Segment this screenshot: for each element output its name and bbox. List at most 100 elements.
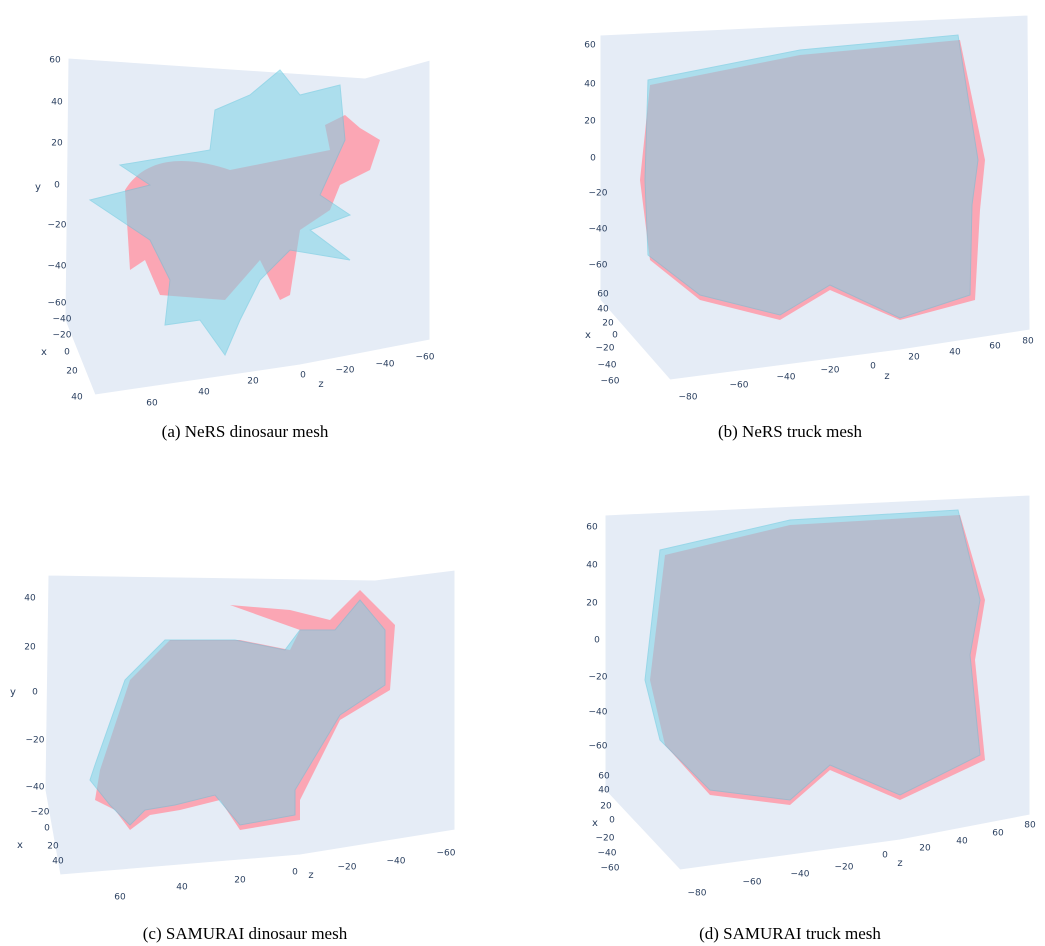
x-tick-label: −40 — [598, 849, 617, 859]
y-tick-label: −40 — [26, 783, 45, 793]
x-tick-label: 0 — [64, 348, 70, 358]
x-tick-label: 0 — [612, 331, 618, 341]
mesh-reconstruction — [645, 35, 978, 318]
z-tick-label: 80 — [1022, 337, 1034, 347]
x-tick-label: −20 — [53, 331, 72, 341]
z-tick-label: −80 — [688, 889, 707, 899]
axis-label: x — [585, 330, 591, 341]
axis-label: x — [592, 818, 598, 829]
z-tick-label: −20 — [338, 863, 357, 873]
y-tick-label: 20 — [584, 117, 596, 127]
y-tick-label: 20 — [586, 599, 598, 609]
y-tick-label: 0 — [590, 154, 596, 164]
y-tick-label: −60 — [589, 261, 608, 271]
x-tick-label: 0 — [609, 816, 615, 826]
y-tick-label: −60 — [589, 742, 608, 752]
axis-label: x — [17, 840, 23, 851]
x-tick-label: −20 — [596, 344, 615, 354]
y-tick-label: −40 — [589, 708, 608, 718]
z-tick-label: 20 — [234, 876, 246, 886]
z-tick-label: −60 — [416, 353, 435, 363]
x-tick-label: 60 — [598, 772, 610, 782]
z-tick-label: −20 — [821, 366, 840, 376]
y-tick-label: 60 — [584, 41, 596, 51]
x-tick-label: 0 — [44, 824, 50, 834]
z-tick-label: 0 — [882, 851, 888, 861]
page: (a) NeRS dinosaur mesh y x z 60 40 20 0 −20 −40 −6… — [0, 0, 1045, 946]
y-tick-label: 20 — [51, 139, 63, 149]
z-tick-label: 40 — [176, 883, 188, 893]
x-tick-label: −40 — [53, 315, 72, 325]
z-tick-label: 40 — [198, 388, 210, 398]
z-tick-label: −20 — [835, 863, 854, 873]
z-tick-label: 20 — [908, 353, 920, 363]
caption: (b) NeRS truck mesh — [718, 422, 863, 441]
z-tick-label: 60 — [992, 829, 1004, 839]
x-tick-label: 20 — [47, 842, 59, 852]
y-tick-label: 60 — [49, 56, 61, 66]
z-tick-label: −40 — [777, 373, 796, 383]
y-tick-label: −40 — [48, 262, 67, 272]
y-tick-label: 40 — [24, 594, 36, 604]
caption: (d) SAMURAI truck mesh — [699, 924, 881, 943]
z-tick-label: 80 — [1024, 821, 1036, 831]
x-tick-label: −20 — [596, 834, 615, 844]
z-tick-label: −80 — [679, 393, 698, 403]
caption: (a) NeRS dinosaur mesh — [162, 422, 329, 441]
plot-c — [45, 570, 455, 875]
y-tick-label: 0 — [594, 636, 600, 646]
plot-d — [605, 495, 1030, 870]
x-tick-label: 60 — [597, 290, 609, 300]
axis-label: y — [35, 182, 41, 193]
x-tick-label: −20 — [31, 808, 50, 818]
axis-label: x — [41, 347, 47, 358]
x-tick-label: 20 — [602, 319, 614, 329]
x-tick-label: −60 — [601, 864, 620, 874]
axis-label: z — [308, 870, 313, 881]
y-tick-label: 40 — [51, 98, 63, 108]
axis-label: z — [897, 858, 902, 869]
x-tick-label: −40 — [598, 361, 617, 371]
mesh-reconstruction — [645, 510, 980, 800]
z-tick-label: 0 — [870, 362, 876, 372]
z-tick-label: 40 — [956, 837, 968, 847]
x-tick-label: 20 — [600, 802, 612, 812]
z-tick-label: 60 — [114, 893, 126, 903]
y-tick-label: −60 — [48, 299, 67, 309]
z-tick-label: −60 — [437, 849, 456, 859]
figure: (a) NeRS dinosaur mesh y x z 60 40 20 0 −20 −40 −6… — [0, 0, 1045, 946]
y-tick-label: −20 — [26, 736, 45, 746]
plot-a — [65, 58, 430, 395]
z-tick-label: 0 — [300, 371, 306, 381]
z-tick-label: −60 — [743, 878, 762, 888]
y-tick-label: −40 — [589, 225, 608, 235]
z-tick-label: 60 — [146, 399, 158, 409]
y-tick-label: 0 — [32, 688, 38, 698]
x-tick-label: −60 — [601, 377, 620, 387]
z-tick-label: −60 — [730, 381, 749, 391]
x-tick-label: 40 — [52, 857, 64, 867]
axis-label: z — [884, 371, 889, 382]
z-tick-label: 20 — [247, 377, 259, 387]
plot-b — [600, 15, 1030, 380]
caption: (c) SAMURAI dinosaur mesh — [143, 924, 348, 943]
y-tick-label: 20 — [24, 643, 36, 653]
y-tick-label: −20 — [589, 189, 608, 199]
z-tick-label: 20 — [919, 844, 931, 854]
axis-label: z — [318, 379, 323, 390]
x-tick-label: 40 — [71, 393, 83, 403]
z-tick-label: −40 — [387, 857, 406, 867]
y-tick-label: −20 — [48, 221, 67, 231]
axis-label: y — [10, 687, 16, 698]
z-tick-label: 40 — [949, 348, 961, 358]
z-tick-label: 0 — [292, 868, 298, 878]
y-tick-label: 40 — [586, 561, 598, 571]
y-tick-label: −20 — [589, 673, 608, 683]
z-tick-label: −40 — [791, 870, 810, 880]
x-tick-label: 40 — [598, 786, 610, 796]
y-tick-label: 40 — [584, 80, 596, 90]
z-tick-label: 60 — [989, 342, 1001, 352]
y-tick-label: 60 — [586, 523, 598, 533]
y-tick-label: 0 — [54, 181, 60, 191]
x-tick-label: 20 — [66, 367, 78, 377]
